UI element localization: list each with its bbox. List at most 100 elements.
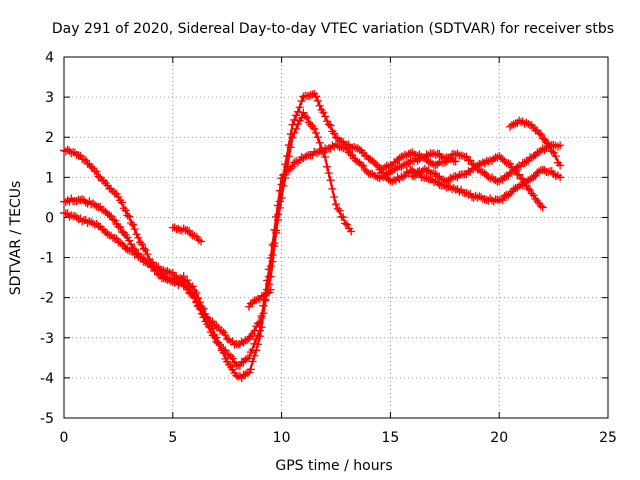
data-point-marker (451, 150, 460, 159)
data-point-marker (76, 151, 85, 160)
data-point-marker (515, 170, 524, 179)
y-tick-label: 2 (45, 130, 54, 146)
data-point-marker (420, 164, 429, 173)
data-point-marker (440, 158, 449, 167)
data-point-marker (237, 337, 246, 346)
data-point-marker (477, 167, 486, 176)
data-point-marker (197, 306, 206, 315)
data-point-marker (540, 146, 549, 155)
data-point-marker (299, 108, 308, 117)
data-point-marker (540, 166, 549, 175)
data-point-marker (172, 273, 181, 282)
data-point-marker (197, 237, 206, 246)
y-axis-label: SDTVAR / TECUs (8, 181, 24, 296)
data-point-marker (431, 177, 440, 186)
x-tick-label: 15 (381, 430, 399, 446)
data-point-marker (321, 152, 330, 161)
data-point-marker (526, 185, 535, 194)
x-tick-label: 5 (168, 430, 177, 446)
data-point-marker (170, 271, 179, 280)
data-point-marker (254, 319, 263, 328)
data-point-marker (60, 146, 68, 155)
data-point-marker (324, 169, 333, 178)
data-point-marker (257, 311, 266, 320)
data-point-marker (399, 173, 408, 182)
data-point-marker (379, 165, 388, 174)
data-point-marker (94, 172, 103, 181)
y-tick-label: -2 (40, 291, 54, 307)
data-point-marker (297, 97, 306, 106)
data-point-marker (522, 157, 531, 166)
data-point-marker (326, 144, 335, 153)
data-point-marker (556, 161, 565, 170)
data-point-marker (301, 112, 310, 121)
data-point-marker (179, 224, 188, 233)
data-point-marker (535, 167, 544, 176)
data-point-marker (312, 129, 321, 138)
data-point-marker (281, 160, 290, 169)
data-point-marker (370, 158, 379, 167)
data-point-marker (130, 225, 139, 234)
data-point-marker (188, 290, 197, 299)
data-point-marker (509, 165, 518, 174)
data-point-marker (330, 129, 339, 138)
y-tick-label: -3 (40, 331, 54, 347)
data-point-marker (536, 130, 545, 139)
data-point-marker (192, 297, 201, 306)
data-point-marker (328, 141, 337, 150)
data-point-marker (288, 162, 297, 171)
data-point-marker (121, 206, 130, 215)
data-point-marker (500, 157, 509, 166)
data-point-marker (313, 148, 322, 157)
data-point-marker (542, 138, 551, 147)
y-tick-label: -4 (40, 371, 54, 387)
data-point-marker (347, 227, 356, 236)
data-point-marker (292, 124, 301, 133)
data-point-marker (259, 301, 268, 310)
data-point-marker (500, 173, 509, 182)
data-point-marker (529, 173, 538, 182)
data-point-marker (495, 177, 504, 186)
data-point-marker (522, 181, 531, 190)
data-point-marker (310, 124, 319, 133)
data-point-marker (237, 374, 246, 383)
data-point-marker (400, 150, 409, 159)
data-point-marker (228, 365, 237, 374)
data-point-marker (270, 242, 279, 251)
data-point-marker (152, 264, 161, 273)
data-point-marker (442, 178, 451, 187)
series-arc-5 (408, 152, 547, 212)
x-tick-label: 0 (60, 430, 69, 446)
data-point-marker (81, 198, 90, 207)
data-point-marker (535, 148, 544, 157)
data-point-marker (128, 220, 137, 229)
data-point-marker (194, 301, 203, 310)
data-point-marker (507, 121, 516, 130)
data-point-marker (339, 213, 348, 222)
data-point-marker (127, 218, 136, 227)
data-point-marker (90, 166, 99, 175)
data-point-marker (502, 190, 511, 199)
data-point-marker (486, 174, 495, 183)
data-point-marker (210, 333, 219, 342)
data-point-marker (225, 350, 234, 359)
data-point-marker (504, 159, 513, 168)
data-point-marker (449, 184, 458, 193)
data-point-marker (413, 151, 422, 160)
data-point-marker (536, 202, 545, 211)
data-point-marker (482, 170, 491, 179)
data-point-marker (509, 185, 518, 194)
data-point-marker (337, 137, 346, 146)
data-point-marker (361, 165, 370, 174)
data-point-marker (504, 191, 513, 200)
data-point-marker (290, 115, 299, 124)
data-point-marker (390, 165, 399, 174)
data-point-marker (241, 355, 250, 364)
data-point-marker (255, 317, 264, 326)
data-point-marker (243, 335, 252, 344)
data-point-marker (556, 141, 565, 150)
data-point-marker (332, 133, 340, 142)
data-point-marker (498, 196, 507, 205)
y-tick-label: -5 (40, 411, 54, 427)
